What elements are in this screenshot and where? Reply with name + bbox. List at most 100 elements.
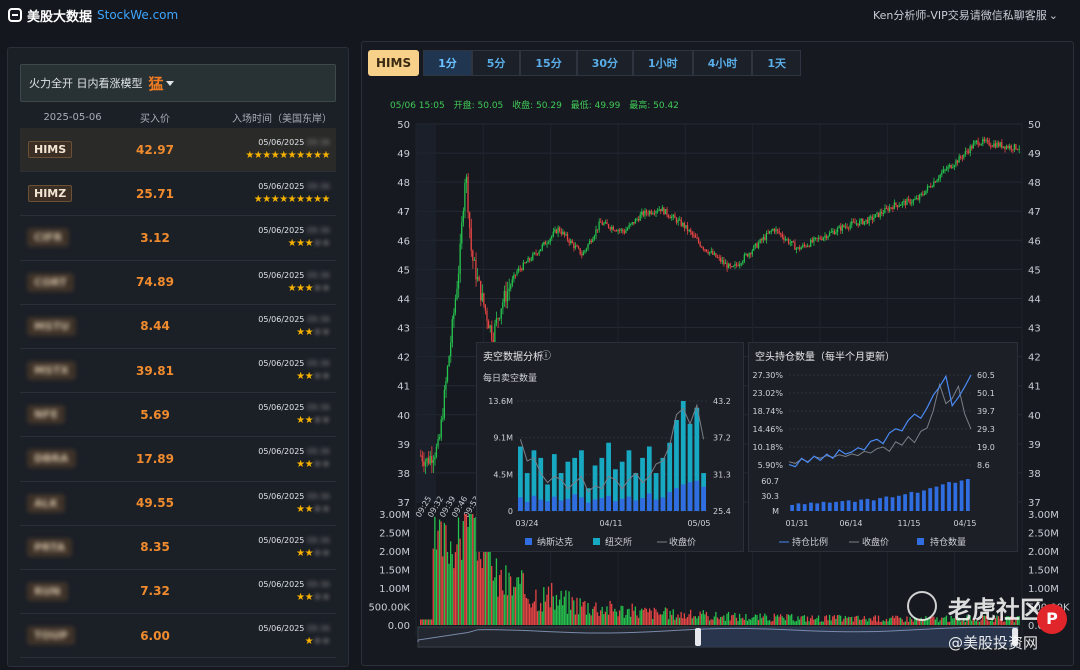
candle-body [459, 243, 461, 274]
volume-bar [612, 611, 614, 625]
candle-body [996, 142, 998, 148]
candle-body [450, 342, 452, 357]
volume-bar [470, 514, 472, 625]
nasdaq-bar [633, 500, 639, 511]
volume-bar [522, 573, 524, 625]
candle-body [948, 164, 951, 167]
volume-bar [423, 619, 425, 625]
signal-row[interactable]: RUN 7.32 05/06/2025 09:36 ★★★★ [20, 570, 336, 615]
volume-bar [535, 589, 537, 625]
volume-bar [731, 615, 733, 625]
timeframe-tab[interactable]: 15分 [520, 50, 577, 76]
nasdaq-bar [524, 501, 530, 511]
candle-body [675, 218, 678, 223]
volume-bar [934, 619, 937, 625]
volume-bar [1007, 616, 1009, 625]
y-tick-label-right: 45 [1028, 265, 1041, 276]
candle-body [1004, 146, 1006, 149]
y-tick-label: 42 [397, 353, 410, 364]
signal-row[interactable]: HIMS 42.97 05/06/2025 09:36 ★★★★★★★★★★ [20, 128, 336, 173]
volume-bar [694, 616, 697, 625]
signal-row[interactable]: CIFR 3.12 05/06/2025 09:36 ★★★★★ [20, 216, 336, 261]
candle-body [438, 437, 441, 439]
candle-body [705, 249, 708, 252]
timeframe-tab[interactable]: 4小时 [692, 50, 753, 76]
candle-body [708, 252, 711, 254]
holdings-bar [809, 502, 813, 511]
volume-bar [813, 619, 815, 625]
candle-body [762, 237, 764, 241]
signal-row[interactable]: DBRA 17.89 05/06/2025 09:36 ★★★★ [20, 437, 336, 482]
signal-row[interactable]: HIMZ 25.71 05/06/2025 09:36 ★★★★★★★★★ [20, 172, 336, 217]
rating-stars: ★★★★★ [185, 283, 331, 294]
candle-body [855, 223, 858, 225]
info-icon[interactable]: ⓘ [541, 351, 551, 362]
volume-bar [554, 609, 556, 625]
candle-body [754, 243, 757, 246]
brand[interactable]: 美股大数据 StockWe.com [8, 6, 178, 25]
symbol-tab[interactable]: HIMS [368, 50, 420, 76]
volume-bar [967, 616, 970, 625]
volume-bar [1008, 616, 1011, 625]
timeframe-tab[interactable]: 1天 [752, 50, 801, 76]
volume-bar [468, 514, 471, 625]
holdings-bar [853, 501, 857, 511]
volume-bar [421, 619, 423, 625]
nyse-bar [653, 473, 659, 511]
candle-body [798, 247, 801, 250]
star-icon: ★ [296, 371, 305, 383]
volume-bar [748, 618, 750, 625]
candle-body [664, 209, 667, 215]
candle-body [514, 274, 517, 276]
nasdaq-bar [667, 492, 673, 511]
volume-bar [456, 544, 458, 625]
volume-bar [830, 620, 832, 625]
volume-bar [765, 615, 768, 625]
volume-bar [750, 619, 752, 625]
brand-domain: StockWe.com [97, 8, 179, 22]
model-dropdown[interactable]: 火力全开 日内看涨模型 猛 [20, 64, 336, 102]
candle-body [847, 227, 850, 229]
timeframe-tab[interactable]: 1小时 [633, 50, 693, 76]
volume-bar [618, 610, 621, 625]
ohlc-open: 开盘: 50.05 [453, 101, 504, 111]
volume-bar [734, 612, 736, 625]
signal-row[interactable]: CORT 74.89 05/06/2025 09:36 ★★★★★ [20, 261, 336, 305]
signal-row[interactable]: MSTU 8.44 05/06/2025 09:36 ★★★★ [20, 305, 336, 349]
ticker-cell: TOUP [20, 627, 125, 645]
signal-row[interactable]: ALK 49.55 05/06/2025 09:36 ★★★★ [20, 482, 336, 526]
signal-row[interactable]: MSTX 39.81 05/06/2025 09:36 ★★★★ [20, 349, 336, 394]
ticker-badge: CORT [28, 273, 73, 291]
chart-toolbar: HIMS 1分 5分 15分 30分 1小时 4小时 1天 [368, 50, 801, 76]
entry-time: 05/06/2025 09:36 [185, 624, 330, 633]
candle-body [727, 263, 730, 269]
signal-row[interactable]: TOUP 6.00 05/06/2025 09:36 ★★★ [20, 614, 336, 659]
y-tick-label: 38 [397, 469, 410, 480]
volume-bar [592, 608, 594, 625]
volume-tick-label-right: 2.50M [1028, 529, 1059, 540]
volume-bar [761, 618, 763, 625]
signal-row[interactable]: PRTA 8.35 05/06/2025 09:36 ★★★★ [20, 526, 336, 570]
chat-badge-icon[interactable]: P [1037, 604, 1067, 634]
navigator-line [417, 626, 1019, 642]
user-menu[interactable]: Ken分析师-VIP交易请微信私聊客服 ⌄ [873, 7, 1058, 23]
candle-body [866, 219, 869, 224]
legend-swatch [917, 538, 924, 545]
candle-body [636, 219, 638, 221]
star-icon: ★ [253, 150, 263, 162]
y-tick-label: 49 [397, 149, 410, 160]
timeframe-tab[interactable]: 30分 [576, 50, 634, 76]
star-icon: ★ [270, 194, 280, 206]
volume-bar [972, 618, 974, 625]
candle-body [806, 245, 809, 247]
candle-body [648, 211, 651, 215]
candle-body [457, 273, 460, 289]
candle-body [893, 202, 895, 209]
legend-label: 纽交所 [605, 536, 632, 548]
candle-body [565, 234, 567, 236]
timeframe-tab[interactable]: 5分 [471, 50, 521, 76]
signal-row[interactable]: NFE 5.69 05/06/2025 09:36 ★★★★ [20, 393, 336, 438]
timeframe-tab[interactable]: 1分 [423, 50, 472, 76]
candle-body [840, 226, 842, 231]
legend-label: 收盘价 [862, 536, 889, 548]
